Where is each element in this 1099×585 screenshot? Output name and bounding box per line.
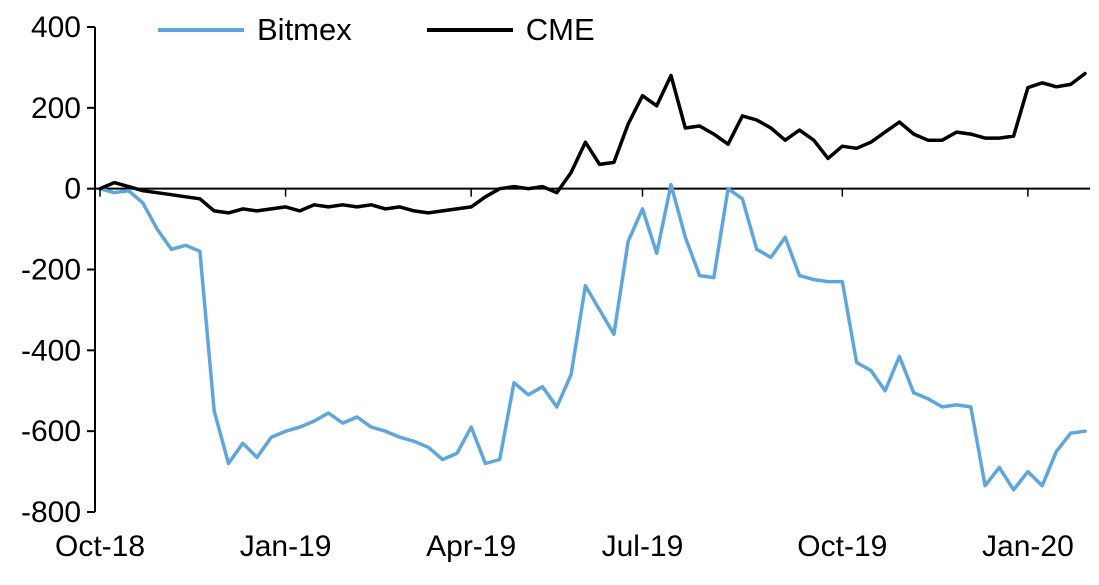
series-line-cme [98, 71, 1087, 215]
legend-label-bitmex: Bitmex [257, 12, 352, 47]
series-line-bitmex [98, 182, 1087, 492]
legend-item-bitmex: Bitmex [158, 14, 352, 45]
legend-label-cme: CME [525, 12, 595, 47]
cme-line-swatch [426, 27, 513, 32]
y-tick-label: -400 [21, 334, 81, 367]
x-tick-label: Oct-18 [55, 530, 145, 563]
x-tick-label: Jul-19 [602, 530, 684, 563]
bitmex-line-swatch [158, 27, 244, 32]
y-tick-label: 400 [31, 11, 81, 44]
legend-item-cme: CME [426, 12, 595, 47]
y-tick-label: -800 [21, 496, 81, 529]
x-tick-label: Jan-19 [240, 530, 332, 563]
y-tick-label: -200 [21, 254, 81, 287]
y-tick-label: 200 [31, 92, 81, 125]
x-tick-label: Jan-20 [982, 530, 1074, 563]
x-tick-label: Oct-19 [797, 530, 887, 563]
y-tick-label: -600 [21, 415, 81, 448]
y-tick-label: 0 [64, 173, 81, 206]
x-tick-label: Apr-19 [426, 530, 516, 563]
chart-legend: Bitmex CME [158, 14, 595, 45]
